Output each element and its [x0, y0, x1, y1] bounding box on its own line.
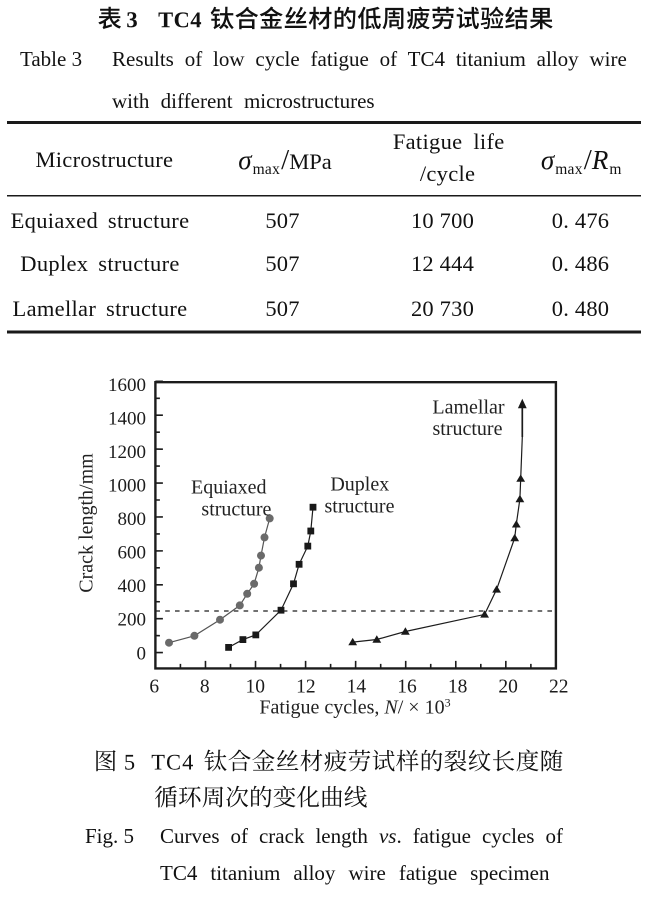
svg-text:14: 14: [347, 677, 367, 698]
svg-text:600: 600: [118, 543, 147, 564]
svg-text:Fatigue cycles, N/ × 103: Fatigue cycles, N/ × 103: [259, 696, 450, 719]
svg-text:Equiaxed: Equiaxed: [191, 477, 267, 499]
svg-text:structure: structure: [325, 496, 395, 518]
svg-text:10: 10: [246, 677, 266, 698]
svg-text:0: 0: [137, 643, 147, 664]
svg-text:6: 6: [149, 677, 159, 698]
svg-text:8: 8: [200, 677, 210, 698]
svg-text:1400: 1400: [108, 408, 146, 429]
svg-text:1000: 1000: [108, 476, 146, 497]
svg-text:structure: structure: [201, 499, 271, 521]
svg-text:Duplex: Duplex: [330, 474, 389, 496]
svg-text:400: 400: [118, 576, 147, 597]
svg-text:22: 22: [549, 677, 569, 698]
svg-text:12: 12: [296, 677, 316, 698]
svg-text:Crack length/mm: Crack length/mm: [76, 453, 98, 593]
svg-text:200: 200: [118, 610, 147, 631]
svg-text:20: 20: [498, 677, 518, 698]
svg-text:18: 18: [448, 677, 468, 698]
svg-text:1600: 1600: [108, 375, 146, 396]
svg-text:800: 800: [118, 509, 147, 530]
svg-text:16: 16: [397, 677, 417, 698]
svg-text:structure: structure: [433, 418, 503, 440]
svg-text:1200: 1200: [108, 442, 146, 463]
svg-text:Lamellar: Lamellar: [432, 397, 505, 419]
